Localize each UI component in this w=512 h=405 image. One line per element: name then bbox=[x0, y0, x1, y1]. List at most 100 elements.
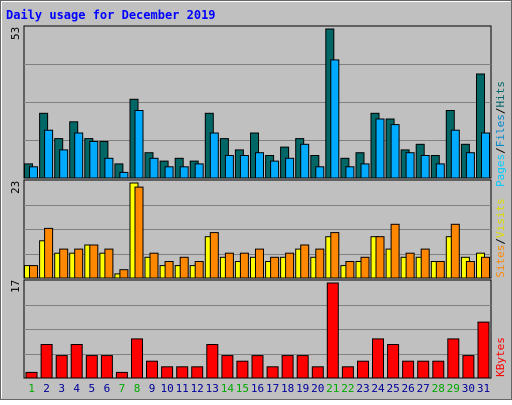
bar-hits-day-31 bbox=[476, 73, 485, 179]
x-tick-label-14: 14 bbox=[221, 382, 235, 395]
bar-sites-day-3 bbox=[59, 248, 69, 279]
bar-files-day-18 bbox=[285, 157, 295, 179]
x-tick-label-18: 18 bbox=[281, 382, 294, 395]
bar-kbytes-day-17 bbox=[266, 366, 279, 379]
x-tick-label-28: 28 bbox=[432, 382, 445, 395]
bar-sites-day-28 bbox=[435, 261, 445, 279]
bar-sites-day-6 bbox=[104, 248, 114, 279]
bar-sites-day-24 bbox=[375, 236, 385, 279]
bar-files-day-3 bbox=[59, 149, 69, 179]
legend-kbytes: KBytes bbox=[494, 337, 507, 377]
bar-sites-day-26 bbox=[405, 252, 415, 279]
bar-kbytes-day-2 bbox=[40, 344, 53, 379]
legend-pages: Pages bbox=[494, 154, 507, 187]
x-tick-label-21: 21 bbox=[326, 382, 339, 395]
bar-sites-day-10 bbox=[164, 261, 174, 279]
bar-sites-day-2 bbox=[44, 227, 54, 279]
x-tick-label-9: 9 bbox=[149, 382, 156, 395]
bar-files-day-31 bbox=[481, 132, 490, 179]
bar-files-day-28 bbox=[435, 163, 445, 179]
bar-files-day-24 bbox=[375, 118, 385, 179]
bar-kbytes-day-25 bbox=[387, 344, 400, 379]
x-tick-label-26: 26 bbox=[401, 382, 414, 395]
bar-files-day-22 bbox=[345, 166, 355, 179]
bar-hits-day-7 bbox=[114, 163, 124, 179]
bar-kbytes-day-13 bbox=[206, 344, 219, 379]
bar-kbytes-day-6 bbox=[100, 355, 113, 379]
bar-sites-day-16 bbox=[255, 248, 264, 279]
x-tick-label-29: 29 bbox=[447, 382, 460, 395]
chart-panels bbox=[23, 25, 492, 379]
top-scale-max-label: 53 bbox=[9, 27, 22, 40]
bar-files-day-12 bbox=[194, 163, 204, 179]
x-tick-label-5: 5 bbox=[88, 382, 95, 395]
middle-scale-max-label: 23 bbox=[9, 181, 22, 194]
bar-files-day-29 bbox=[450, 129, 460, 179]
bar-files-day-17 bbox=[270, 160, 280, 179]
x-tick-label-1: 1 bbox=[28, 382, 35, 395]
bar-sites-day-13 bbox=[209, 232, 219, 279]
bar-sites-day-9 bbox=[149, 252, 159, 279]
bar-files-day-23 bbox=[360, 163, 370, 179]
bottom-scale-max-label: 17 bbox=[9, 280, 22, 293]
bar-files-day-5 bbox=[89, 141, 99, 179]
bar-kbytes-day-4 bbox=[70, 344, 83, 379]
bar-kbytes-day-10 bbox=[161, 366, 174, 379]
bar-sites-day-7 bbox=[119, 269, 129, 279]
bar-sites-day-29 bbox=[450, 223, 460, 279]
bar-files-day-21 bbox=[330, 59, 340, 179]
bar-sites-day-20 bbox=[315, 248, 325, 279]
bar-sites-day-25 bbox=[390, 223, 400, 279]
bar-files-day-4 bbox=[74, 132, 84, 179]
bar-sites-day-23 bbox=[360, 256, 370, 279]
x-tick-label-7: 7 bbox=[119, 382, 126, 395]
bar-kbytes-day-1 bbox=[25, 371, 38, 379]
bar-kbytes-day-9 bbox=[146, 360, 158, 379]
bar-sites-day-19 bbox=[300, 244, 310, 279]
bar-sites-day-22 bbox=[345, 261, 355, 279]
bar-files-day-7 bbox=[119, 171, 129, 179]
x-tick-label-27: 27 bbox=[417, 382, 430, 395]
bar-sites-day-15 bbox=[239, 252, 249, 279]
legend-sites: Sites bbox=[494, 245, 507, 278]
x-tick-label-2: 2 bbox=[43, 382, 50, 395]
middle-legend: Sites/Visits bbox=[494, 198, 507, 278]
bar-sites-day-27 bbox=[420, 248, 430, 279]
bar-sites-day-18 bbox=[285, 252, 295, 279]
bar-sites-day-4 bbox=[74, 248, 84, 279]
bar-kbytes-day-7 bbox=[115, 371, 128, 379]
bar-kbytes-day-18 bbox=[281, 355, 294, 379]
bar-sites-day-12 bbox=[194, 261, 204, 279]
bar-sites-day-21 bbox=[330, 232, 340, 279]
legend-sep-1: / bbox=[494, 147, 507, 154]
bar-kbytes-day-8 bbox=[131, 338, 143, 379]
x-tick-label-10: 10 bbox=[160, 382, 173, 395]
bar-files-day-2 bbox=[44, 129, 54, 179]
x-tick-label-3: 3 bbox=[58, 382, 65, 395]
bar-kbytes-day-22 bbox=[341, 366, 354, 379]
x-tick-label-17: 17 bbox=[266, 382, 279, 395]
bar-sites-day-8 bbox=[134, 186, 144, 279]
bar-kbytes-day-19 bbox=[296, 355, 309, 379]
x-tick-label-15: 15 bbox=[236, 382, 249, 395]
bar-files-day-27 bbox=[420, 155, 430, 179]
x-axis-labels: 1 2 3 4 5 6 7 8 9 10 11 12 13 14 15 16 17 18 19 20 21 22 23 24 2… bbox=[28, 382, 490, 395]
bottom-legend: KBytes bbox=[494, 337, 507, 377]
bar-sites-day-14 bbox=[224, 252, 234, 279]
chart-title: Daily usage for December 2019 bbox=[6, 8, 216, 22]
bar-kbytes-day-31 bbox=[477, 321, 490, 379]
bar-files-day-19 bbox=[300, 143, 310, 179]
x-tick-label-12: 12 bbox=[191, 382, 204, 395]
bar-kbytes-day-23 bbox=[357, 360, 369, 379]
bar-sites-day-5 bbox=[89, 244, 99, 279]
bar-kbytes-day-14 bbox=[221, 355, 234, 379]
x-tick-label-16: 16 bbox=[251, 382, 264, 395]
bar-kbytes-day-29 bbox=[447, 338, 460, 379]
bar-kbytes-day-5 bbox=[85, 355, 98, 379]
bar-sites-day-1 bbox=[29, 265, 38, 279]
x-tick-label-30: 30 bbox=[462, 382, 475, 395]
bar-kbytes-day-30 bbox=[462, 355, 475, 379]
bar-kbytes-day-21 bbox=[326, 282, 339, 379]
